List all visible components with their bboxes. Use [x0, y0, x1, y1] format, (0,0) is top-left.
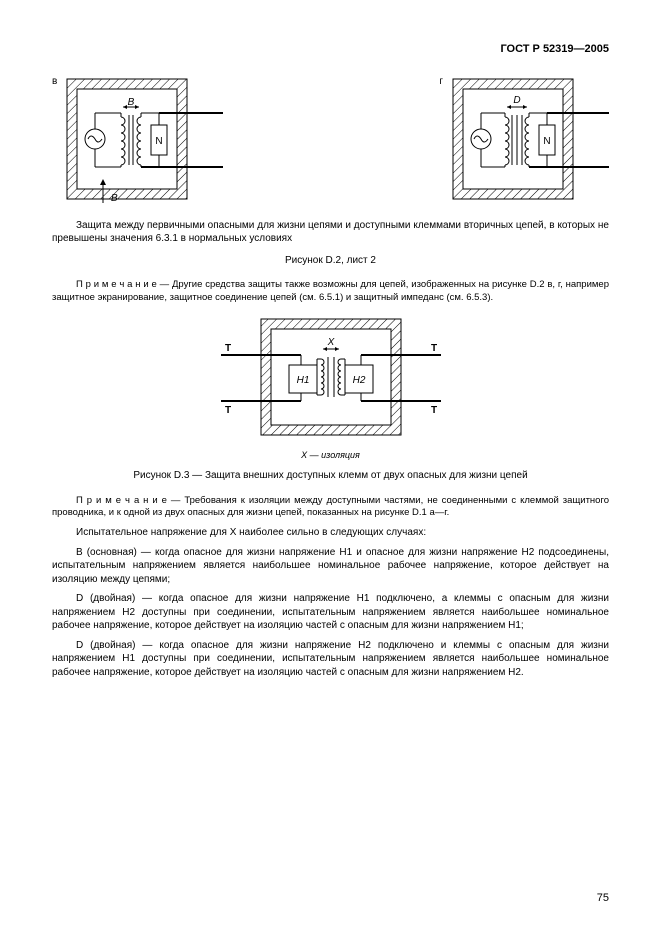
label-x: X [326, 337, 334, 348]
label-d: D [513, 95, 520, 106]
t-br: T [431, 405, 437, 416]
caption-d3: Рисунок D.3 — Защита внешних доступных к… [52, 469, 609, 483]
label-n: N [156, 136, 163, 147]
note-1: П р и м е ч а н и е — Другие средства за… [52, 279, 609, 305]
label-h2: H2 [352, 375, 365, 386]
para-case-d2: D (двойная) — когда опасное для жизни на… [52, 639, 609, 680]
note-1-prefix: П р и м е ч а н и е — [76, 279, 172, 290]
label-b-top: B [128, 97, 135, 108]
figure-row-d2: в [52, 75, 609, 205]
page: ГОСТ Р 52319—2005 в [0, 0, 661, 936]
t-tr: T [431, 343, 437, 354]
x-iso-note: X — изоляция [52, 449, 609, 461]
para-case-d1: D (двойная) — когда опасное для жизни на… [52, 592, 609, 633]
label-b-bottom: B [111, 193, 118, 204]
diagram-d3: T T T T H1 H2 [221, 315, 441, 445]
diagram-d2-v: N B B [63, 75, 223, 205]
doc-header: ГОСТ Р 52319—2005 [52, 42, 609, 57]
caption-d2: Рисунок D.2, лист 2 [52, 254, 609, 268]
diagram-d2-g: N D [449, 75, 609, 205]
para-protection: Защита между первичными опасными для жиз… [52, 219, 609, 246]
note-2-prefix: П р и м е ч а н и е — [76, 495, 184, 506]
figure-d2-left: в [52, 75, 223, 205]
figure-label-right: г [439, 75, 443, 89]
page-number: 75 [597, 891, 609, 906]
figure-d2-right: г [439, 75, 609, 205]
para-case-b: В (основная) — когда опасное для жизни н… [52, 546, 609, 587]
figure-d3-wrap: T T T T H1 H2 [52, 315, 609, 445]
note-2: П р и м е ч а н и е — Требования к изоля… [52, 495, 609, 521]
figure-label-left: в [52, 75, 57, 89]
label-n-2: N [543, 136, 550, 147]
t-tl: T [225, 343, 231, 354]
para-test-intro: Испытательное напряжение для Х наиболее … [52, 526, 609, 540]
t-bl: T [225, 405, 231, 416]
label-h1: H1 [296, 375, 309, 386]
